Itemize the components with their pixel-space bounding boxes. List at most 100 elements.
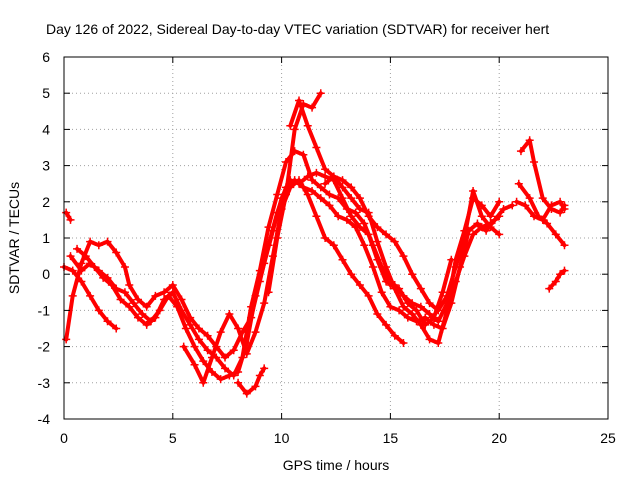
data-point-marker [460, 234, 469, 242]
data-point-marker [338, 176, 347, 185]
data-point-marker [560, 205, 569, 214]
data-point-marker [364, 291, 373, 300]
data-point-marker [229, 346, 238, 355]
data-point-marker [125, 302, 134, 311]
data-point-marker [203, 346, 212, 355]
data-point-marker [525, 194, 534, 203]
data-point-marker [77, 266, 86, 275]
series-s5 [179, 176, 408, 387]
x-tick-label: 20 [491, 430, 507, 446]
data-point-marker [486, 223, 495, 232]
y-axis-label: SDTVAR / TECUs [6, 182, 22, 294]
data-point-marker [242, 349, 251, 358]
data-point-marker [545, 284, 554, 293]
data-point-marker [382, 230, 391, 239]
data-point-marker [525, 136, 534, 145]
data-point-marker [160, 288, 169, 297]
data-point-marker [303, 121, 312, 130]
data-point-marker [486, 212, 495, 221]
data-point-marker [142, 302, 151, 311]
data-point-marker [416, 320, 425, 329]
data-point-marker [364, 212, 373, 221]
data-point-marker [390, 284, 399, 293]
data-point-marker [299, 150, 308, 159]
grid [64, 57, 608, 419]
data-point-marker [242, 389, 251, 398]
data-point-marker [129, 299, 138, 308]
data-point-marker [342, 205, 351, 214]
data-point-marker [482, 226, 491, 235]
data-point-marker [255, 266, 264, 275]
data-point-marker [316, 89, 325, 98]
series-s7 [264, 89, 325, 297]
data-point-marker [342, 215, 351, 224]
y-tick-label: -2 [38, 339, 51, 355]
data-point-marker [194, 324, 203, 333]
series-s12 [512, 197, 569, 224]
y-tick-label: -1 [38, 302, 51, 318]
data-point-marker [368, 262, 377, 271]
data-point-marker [181, 324, 190, 333]
data-point-marker [355, 281, 364, 290]
data-point-marker [347, 194, 356, 203]
data-point-marker [308, 176, 317, 185]
data-point-marker [216, 328, 225, 337]
data-point-marker [477, 212, 486, 221]
data-point-marker [556, 270, 565, 279]
data-point-marker [264, 288, 273, 297]
data-point-marker [86, 237, 95, 246]
data-point-marker [551, 230, 560, 239]
data-point-marker [399, 302, 408, 311]
data-point-marker [86, 291, 95, 300]
data-point-marker [94, 241, 103, 250]
data-point-marker [199, 378, 208, 387]
x-tick-label: 5 [169, 430, 177, 446]
data-point-marker [516, 147, 525, 156]
data-point-marker [329, 172, 338, 181]
chart-title: Day 126 of 2022, Sidereal Day-to-day VTE… [46, 21, 549, 37]
data-point-marker [530, 157, 539, 166]
y-tick-label: 3 [42, 158, 50, 174]
series-s9 [321, 172, 504, 315]
data-point-marker [177, 295, 186, 304]
data-point-marker [138, 310, 147, 319]
data-point-marker [521, 201, 530, 210]
data-point-marker [416, 302, 425, 311]
data-point-marker [360, 219, 369, 228]
data-point-marker [312, 168, 321, 177]
data-point-marker [416, 284, 425, 293]
data-point-marker [179, 342, 188, 351]
data-point-marker [460, 252, 469, 261]
x-tick-label: 15 [383, 430, 399, 446]
data-point-marker [190, 360, 199, 369]
data-point-marker [286, 121, 295, 130]
data-point-marker [451, 262, 460, 271]
data-point-marker [221, 353, 230, 362]
data-point-marker [251, 328, 260, 337]
series-trace [547, 268, 567, 291]
data-point-marker [325, 201, 334, 210]
data-point-marker [120, 288, 129, 297]
data-point-marker [312, 212, 321, 221]
data-point-marker [360, 241, 369, 250]
data-point-marker [560, 241, 569, 250]
data-point-marker [68, 266, 77, 275]
data-point-marker [538, 194, 547, 203]
y-tick-label: 6 [42, 49, 50, 65]
data-point-marker [112, 324, 121, 333]
data-point-marker [329, 241, 338, 250]
data-point-marker [142, 320, 151, 329]
data-point-marker [495, 230, 504, 239]
series-s14 [62, 208, 75, 224]
data-point-marker [395, 306, 404, 315]
data-point-marker [125, 281, 134, 290]
data-point-marker [495, 197, 504, 206]
data-point-marker [442, 291, 451, 300]
data-point-marker [103, 317, 112, 326]
data-point-marker [373, 310, 382, 319]
data-point-marker [321, 172, 330, 181]
axis-ticks: 0 5 10 15 20 25 -4 -3 -2 -1 0 1 2 3 4 5 6 [38, 49, 616, 446]
data-point-marker [203, 331, 212, 340]
